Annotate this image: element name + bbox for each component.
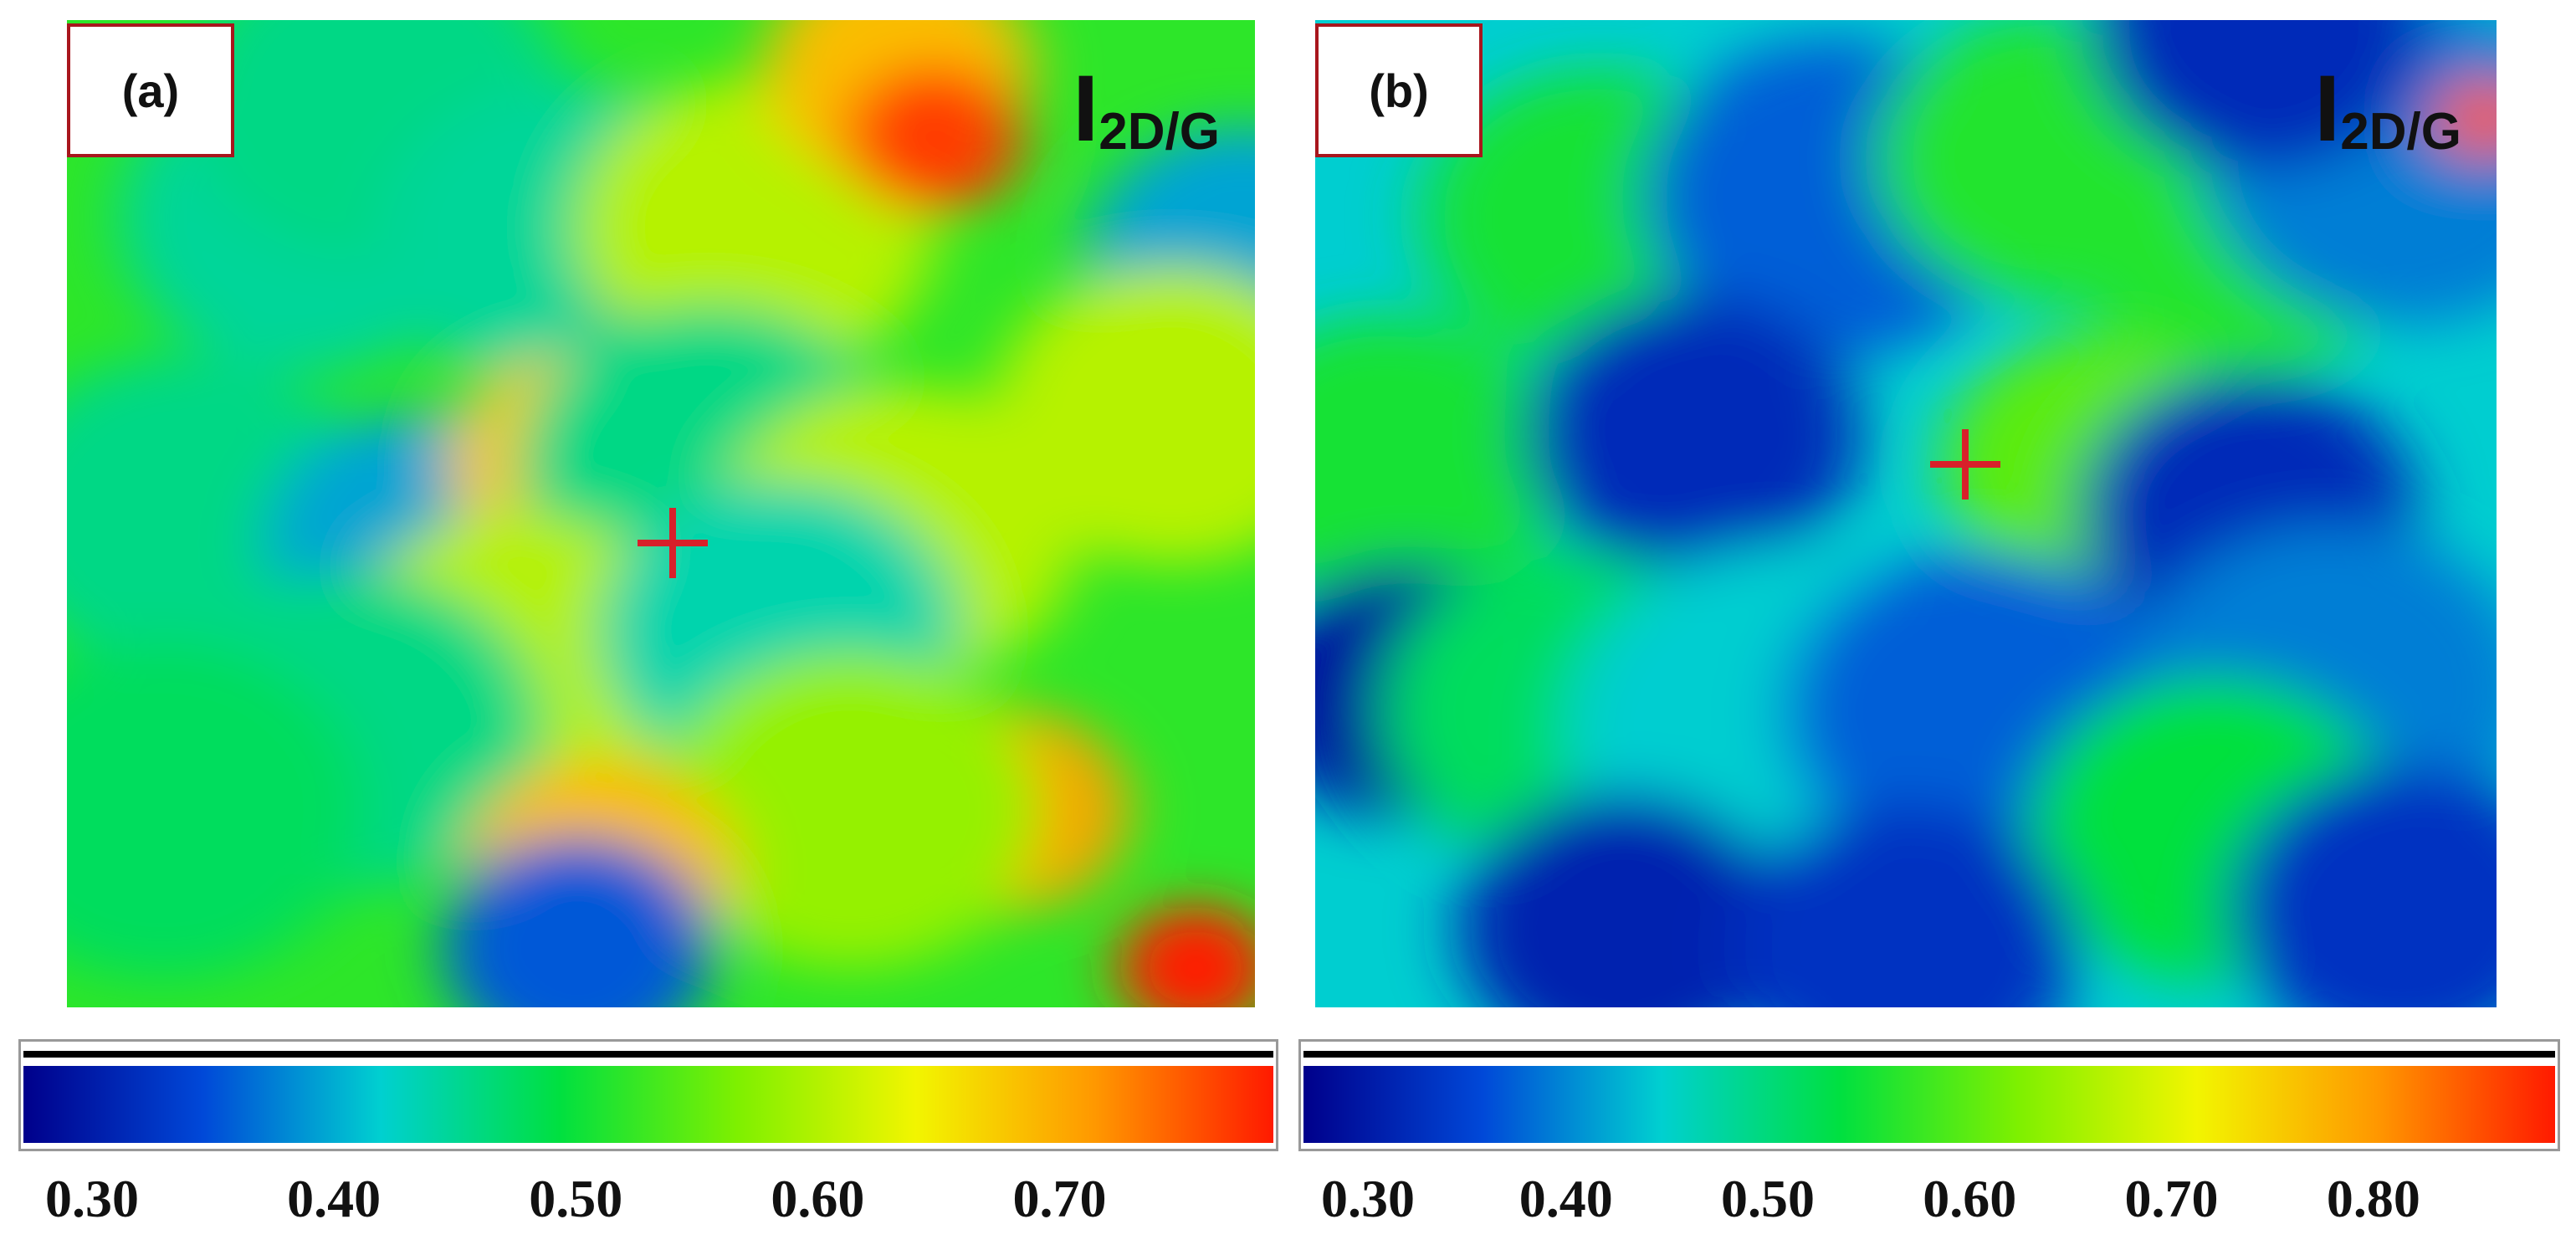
colorbar-b-tick-0: 0.30	[1320, 1169, 1415, 1228]
colorbar-b-tick-5: 0.80	[2326, 1169, 2420, 1228]
colorbar-a	[18, 1039, 1278, 1151]
colorbar-a-tick-2: 0.50	[529, 1169, 623, 1228]
heatmap-a	[67, 20, 1255, 1007]
panel-label-a: (a)	[67, 23, 234, 157]
heatmap-a-feature-22	[67, 641, 366, 979]
colorbar-b	[1298, 1039, 2560, 1151]
heatmap-a-feature-13	[991, 265, 1255, 565]
heatmap-b-feature-10	[1525, 295, 1862, 576]
heatmap-b-feature-19	[1733, 803, 2079, 1007]
map-title-a: I2D/G	[1073, 62, 1220, 158]
heatmap-b	[1315, 20, 2497, 1007]
panel-label-b: (b)	[1315, 23, 1483, 157]
colorbar-b-gradient	[1303, 1066, 2555, 1143]
heatmap-b-feature-6	[2437, 79, 2497, 159]
map-title-a-main: I	[1073, 56, 1099, 161]
heatmap-a-feature-6	[845, 64, 1023, 213]
colorbar-b-tick-2: 0.50	[1720, 1169, 1815, 1228]
map-title-a-sub: 2D/G	[1099, 103, 1220, 161]
marker-cross-a	[638, 508, 709, 579]
heatmap-b-feature-18	[1459, 791, 1785, 1007]
colorbar-b-ticks: 0.30 0.40 0.50 0.60 0.70 0.80	[1298, 1168, 2560, 1235]
colorbar-b-tick-4: 0.70	[2124, 1169, 2219, 1228]
heatmap-b-feature-7	[2092, 20, 2429, 171]
colorbar-a-ticks: 0.30 0.40 0.50 0.60 0.70	[18, 1168, 1278, 1235]
colorbar-a-topline	[23, 1051, 1273, 1058]
heatmap-a-feature-20	[443, 836, 713, 1007]
heatmap-b-feature-20	[2229, 764, 2497, 1007]
colorbar-a-gradient	[23, 1066, 1273, 1143]
colorbar-a-tick-0: 0.30	[44, 1169, 139, 1228]
heatmap-a-feature-21	[1118, 903, 1255, 1007]
colorbar-a-tick-4: 0.70	[1012, 1169, 1107, 1228]
map-title-b-sub: 2D/G	[2340, 103, 2461, 161]
colorbar-b-topline	[1303, 1051, 2555, 1058]
colorbar-b-tick-1: 0.40	[1518, 1169, 1613, 1228]
heatmap-b-feature-0	[1315, 316, 1564, 612]
heatmap-panel-a: (a) I2D/G	[67, 20, 1255, 1007]
colorbar-a-tick-3: 0.60	[771, 1169, 865, 1228]
map-title-b: I2D/G	[2314, 62, 2461, 158]
colorbar-b-tick-3: 0.60	[1923, 1169, 2017, 1228]
colorbar-a-tick-1: 0.40	[287, 1169, 382, 1228]
heatmap-panel-b: (b) I2D/G	[1315, 20, 2497, 1007]
heatmap-a-feature-18	[659, 650, 1043, 970]
marker-cross-b	[1929, 429, 2000, 499]
map-title-b-main: I	[2314, 56, 2341, 161]
